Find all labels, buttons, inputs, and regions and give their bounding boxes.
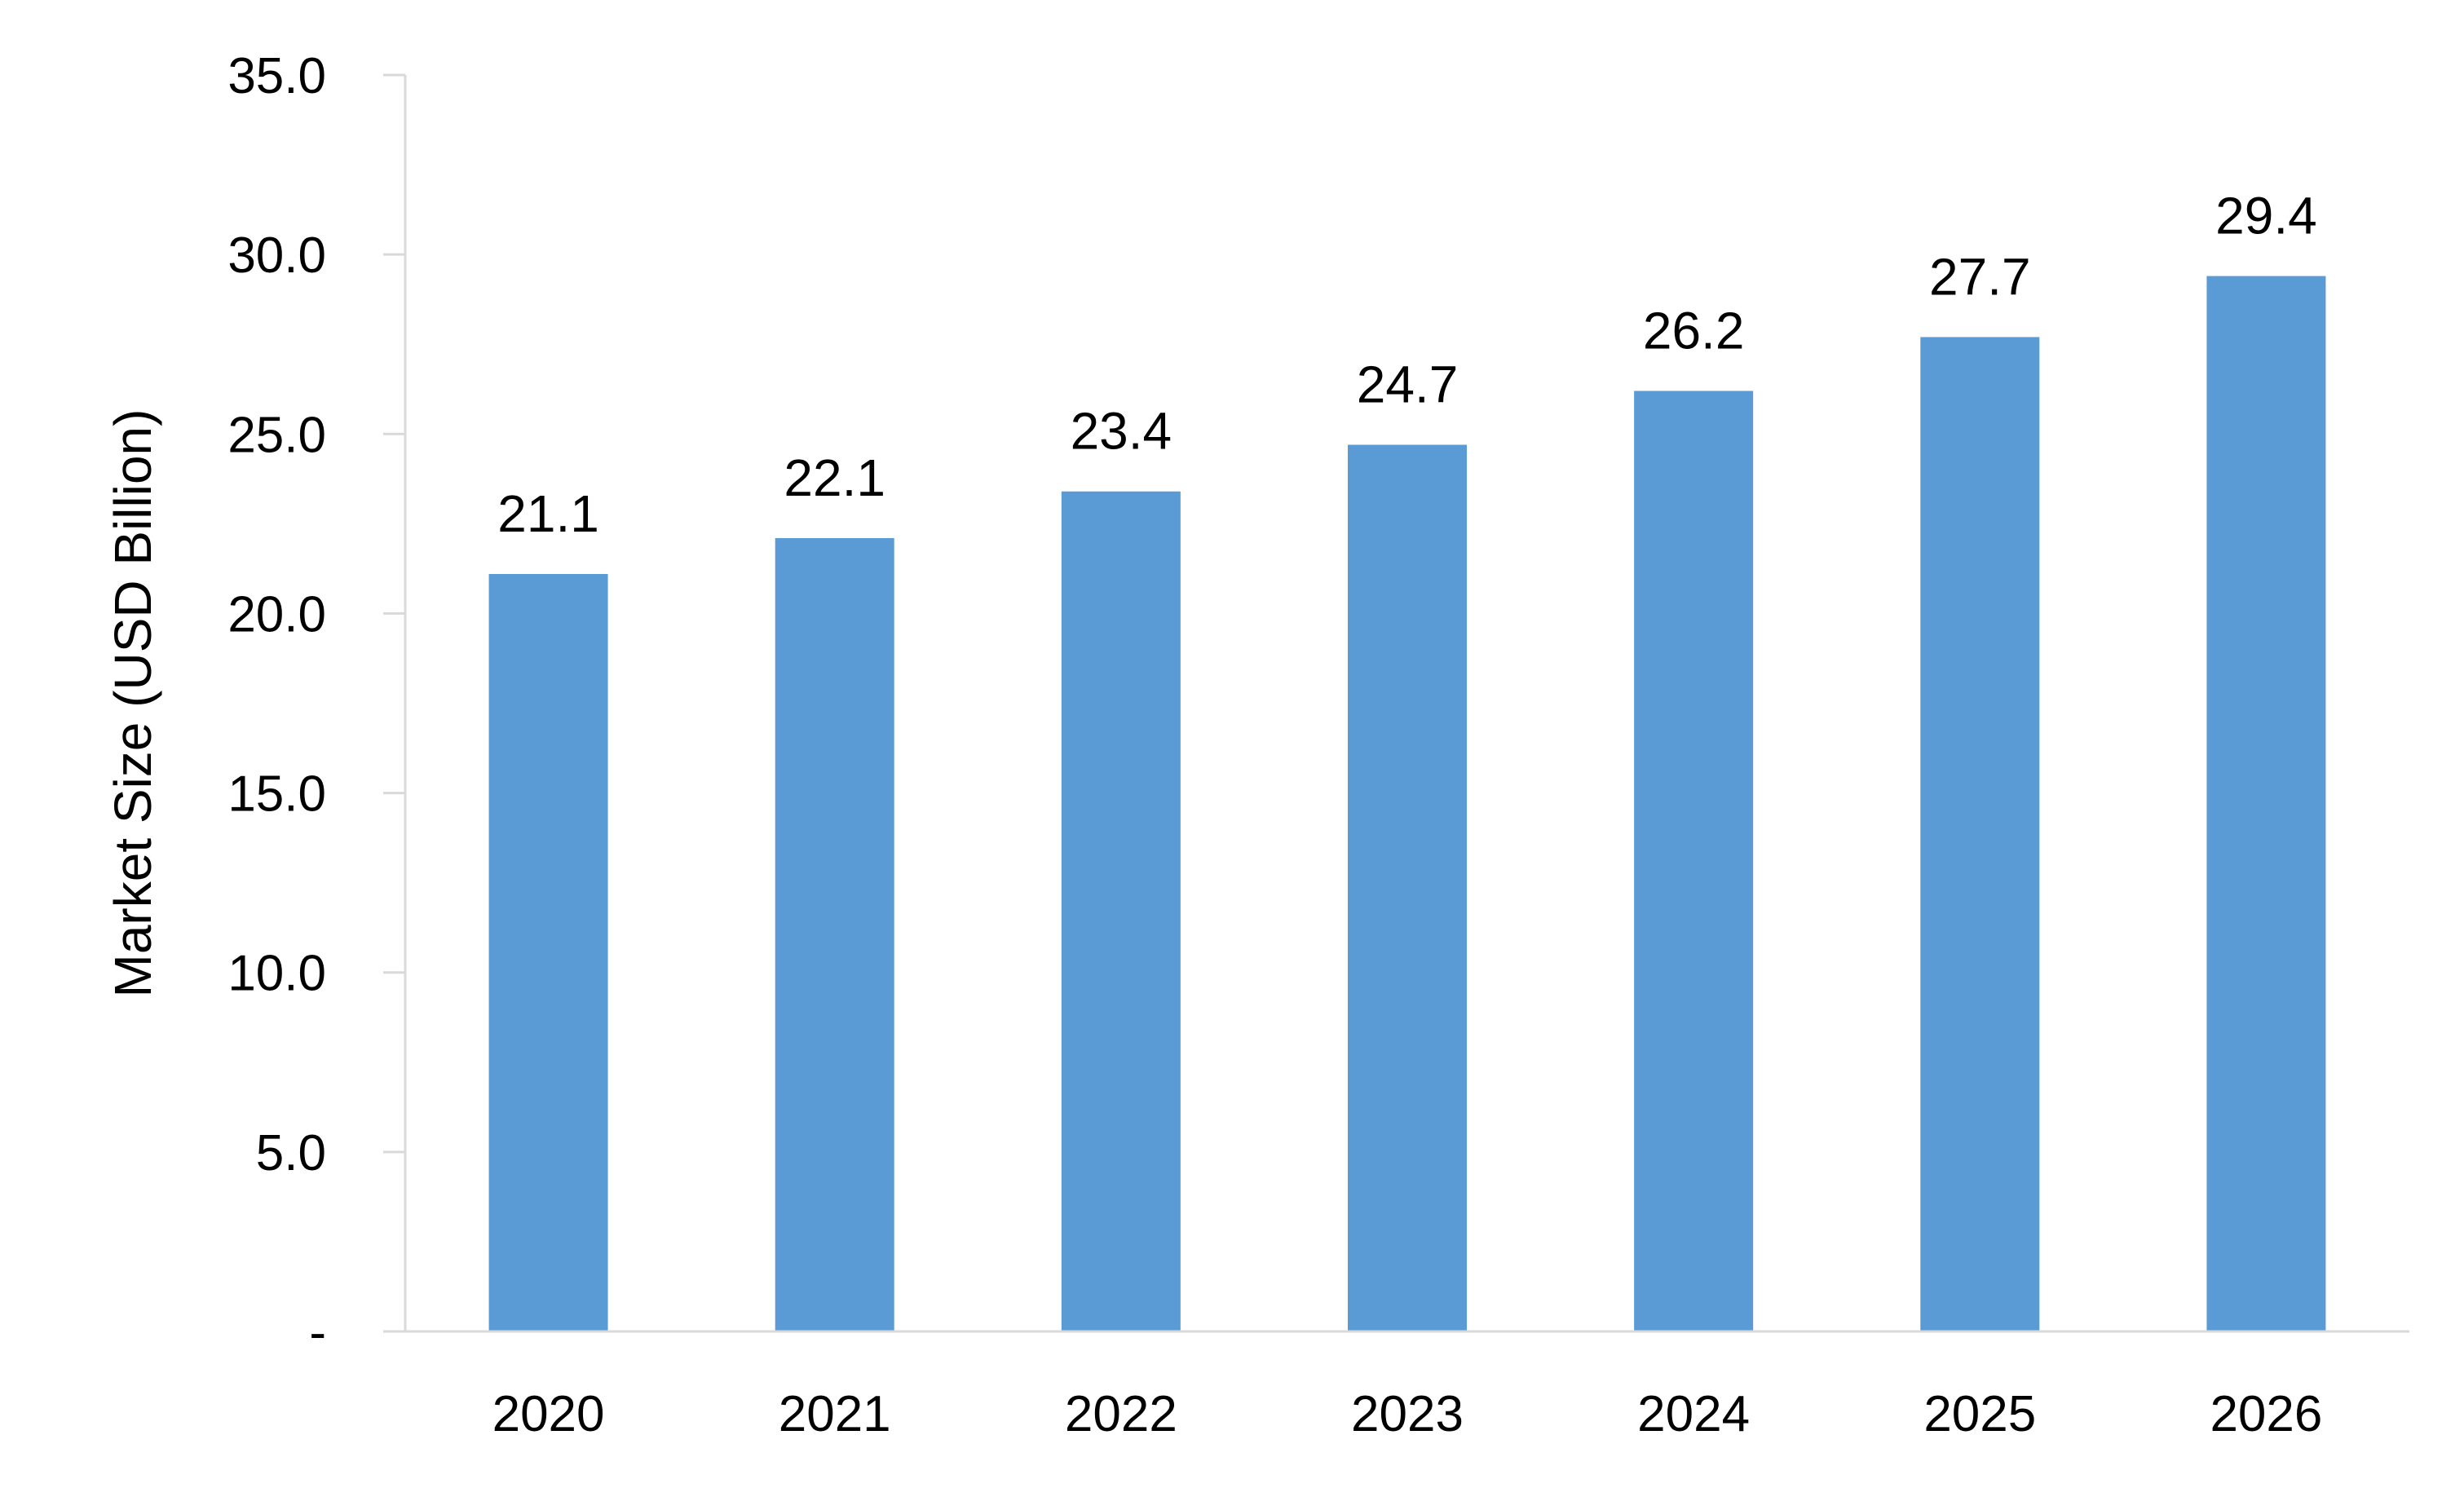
data-label-2020: 21.1 — [497, 484, 599, 543]
data-labels: 21.1 22.1 23.4 24.7 26.2 27.7 29.4 — [497, 187, 2316, 543]
x-tick-label-2024: 2024 — [1637, 1386, 1750, 1442]
x-axis-ticks: 2020 2021 2022 2023 2024 2025 2026 — [492, 1386, 2323, 1442]
bar-2025 — [1920, 337, 2040, 1331]
x-tick-label-2023: 2023 — [1351, 1386, 1464, 1442]
x-tick-label-2022: 2022 — [1065, 1386, 1177, 1442]
y-axis-ticks: - 5.0 10.0 15.0 20.0 25.0 30.0 35.0 — [227, 48, 405, 1361]
y-tick-label: 20.0 — [227, 586, 326, 642]
y-tick-label: 15.0 — [227, 766, 326, 823]
bars — [488, 276, 2326, 1331]
y-tick-label: 5.0 — [256, 1125, 326, 1181]
data-label-2021: 22.1 — [784, 448, 885, 507]
bar-2023 — [1348, 444, 1467, 1331]
x-tick-label-2021: 2021 — [779, 1386, 891, 1442]
y-tick-label: 10.0 — [227, 946, 326, 1002]
x-tick-label-2025: 2025 — [1923, 1386, 2036, 1442]
bar-2024 — [1634, 391, 1754, 1331]
data-label-2023: 24.7 — [1357, 355, 1459, 413]
data-label-2022: 23.4 — [1071, 402, 1172, 461]
data-label-2026: 29.4 — [2215, 187, 2317, 245]
bar-2026 — [2206, 276, 2326, 1331]
y-tick-label: 30.0 — [227, 227, 326, 284]
y-tick-label: 35.0 — [227, 48, 326, 104]
bar-2022 — [1061, 491, 1181, 1331]
x-tick-label-2020: 2020 — [492, 1386, 605, 1442]
y-tick-label: - — [309, 1305, 326, 1361]
bar-2021 — [775, 537, 894, 1331]
x-tick-label-2026: 2026 — [2210, 1386, 2322, 1442]
y-tick-label: 25.0 — [227, 407, 326, 463]
y-axis-title: Market Size (USD Billion) — [104, 409, 162, 998]
data-label-2025: 27.7 — [1929, 247, 2031, 306]
data-label-2024: 26.2 — [1643, 301, 1745, 360]
bar-2020 — [488, 573, 608, 1331]
